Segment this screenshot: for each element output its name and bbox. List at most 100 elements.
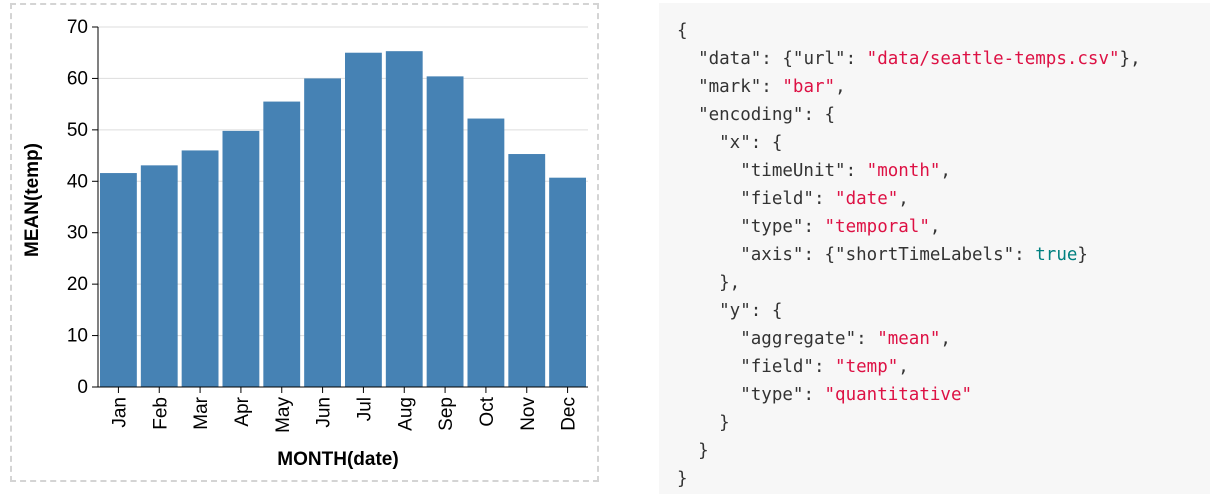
code-token: "field" xyxy=(677,357,814,377)
code-line: "y": { xyxy=(677,297,1141,325)
x-tick-label: Jun xyxy=(314,397,335,428)
code-line: "mark": "bar", xyxy=(677,73,1141,101)
bar-mar xyxy=(181,150,219,387)
code-line: "data": {"url": "data/seattle-temps.csv"… xyxy=(677,45,1141,73)
code-token: "temp" xyxy=(835,357,899,377)
x-tick-label: Feb xyxy=(150,397,171,430)
bar-jan xyxy=(100,173,137,387)
code-token: "aggregate" xyxy=(677,329,857,349)
x-tick-label: Sep xyxy=(436,397,457,431)
bar-chart: 0 10 20 30 40 50 60 70 Jan Feb Mar Apr May Jun Jul Aug S… xyxy=(22,17,588,470)
bar-nov xyxy=(508,154,546,387)
code-token: "month" xyxy=(866,161,941,181)
code-line: } xyxy=(677,409,1141,437)
x-tick-label: Aug xyxy=(395,397,416,431)
code-token: : { xyxy=(803,245,836,265)
code-token: , xyxy=(940,161,951,181)
code-line: } xyxy=(677,437,1141,465)
x-tick-label: May xyxy=(273,397,294,433)
chart-panel: 0 10 20 30 40 50 60 70 Jan Feb Mar Apr May Jun Jul Aug S… xyxy=(10,3,599,482)
code-token: "mean" xyxy=(877,329,941,349)
bar-sep xyxy=(426,76,464,387)
x-tick-label: Jan xyxy=(109,397,130,428)
y-axis-title: MEAN(temp) xyxy=(22,143,43,257)
code-token: , xyxy=(898,357,909,377)
code-token: : { xyxy=(750,133,783,153)
code-line: "type": "quantitative" xyxy=(677,381,1141,409)
code-token: "bar" xyxy=(782,77,836,97)
code-line: "type": "temporal", xyxy=(677,213,1141,241)
code-token: } xyxy=(677,469,688,489)
code-token: , xyxy=(929,217,941,237)
x-tick-label: Apr xyxy=(232,396,253,426)
x-tick-label: Mar xyxy=(191,396,212,429)
code-panel: { "data": {"url": "data/seattle-temps.cs… xyxy=(659,3,1210,494)
code-token: }, xyxy=(1119,49,1141,69)
bar-jun xyxy=(304,78,341,387)
code-token: : { xyxy=(803,105,836,125)
code-line: "axis": {"shortTimeLabels": true} xyxy=(677,241,1141,269)
code-line: "aggregate": "mean", xyxy=(677,325,1141,353)
code-line: "timeUnit": "month", xyxy=(677,157,1141,185)
x-tick-label: Jul xyxy=(354,397,375,421)
bar-apr xyxy=(222,130,260,387)
code-token: "type" xyxy=(677,385,804,405)
code-token: , xyxy=(898,189,909,209)
code-token: : xyxy=(803,217,825,237)
code-token: } xyxy=(677,441,709,461)
y-tick-label: 20 xyxy=(67,274,88,295)
code-token: "axis" xyxy=(677,245,804,265)
code-token: } xyxy=(1077,245,1088,265)
code-token: "type" xyxy=(677,217,804,237)
code-token: "url" xyxy=(792,49,846,69)
code-line: }, xyxy=(677,269,1141,297)
code-token: , xyxy=(835,77,846,97)
code-token: : xyxy=(856,329,878,349)
code-line: } xyxy=(677,465,1141,493)
y-tick-label: 70 xyxy=(67,17,88,38)
code-token: "y" xyxy=(677,301,751,321)
code-token: "mark" xyxy=(677,77,762,97)
code-token: "shortTimeLabels" xyxy=(835,245,1015,265)
code-token: : xyxy=(845,161,867,181)
code-line: "field": "temp", xyxy=(677,353,1141,381)
code-line: "field": "date", xyxy=(677,185,1141,213)
code-token: "x" xyxy=(677,133,751,153)
x-axis-title: MONTH(date) xyxy=(277,449,398,470)
code-line: { xyxy=(677,17,1141,45)
code-token: { xyxy=(677,21,688,41)
vega-lite-spec-code: { "data": {"url": "data/seattle-temps.cs… xyxy=(677,17,1141,493)
code-line: "x": { xyxy=(677,129,1141,157)
y-tick-label: 10 xyxy=(67,326,88,347)
code-token: : xyxy=(1014,245,1036,265)
code-line: "encoding": { xyxy=(677,101,1141,129)
code-token: : { xyxy=(761,49,793,69)
x-tick-label: Nov xyxy=(518,397,539,431)
code-token: "temporal" xyxy=(824,217,930,237)
code-token: : xyxy=(761,77,783,97)
code-token: : xyxy=(803,385,825,405)
bar-may xyxy=(263,101,301,388)
y-tick-label: 0 xyxy=(77,377,88,398)
code-token: "data/seattle-temps.csv" xyxy=(866,49,1120,69)
y-tick-label: 40 xyxy=(67,171,88,192)
code-token: "quantitative" xyxy=(824,385,973,405)
code-token: true xyxy=(1035,245,1078,265)
y-tick-label: 50 xyxy=(67,120,88,141)
code-token: , xyxy=(940,329,951,349)
code-token: "encoding" xyxy=(677,105,804,125)
bar-jul xyxy=(345,52,382,387)
y-tick-label: 60 xyxy=(67,68,88,89)
code-token: : { xyxy=(750,301,783,321)
code-token: } xyxy=(677,413,730,433)
code-token: "data" xyxy=(677,49,762,69)
bar-oct xyxy=(467,118,505,388)
code-token: "timeUnit" xyxy=(677,161,846,181)
code-token: : xyxy=(813,357,836,377)
code-token: : xyxy=(845,49,867,69)
y-tick-label: 30 xyxy=(67,223,88,244)
code-token: "field" xyxy=(677,189,814,209)
x-tick-label: Dec xyxy=(559,397,580,431)
bar-feb xyxy=(140,165,178,387)
code-token: }, xyxy=(677,273,741,293)
